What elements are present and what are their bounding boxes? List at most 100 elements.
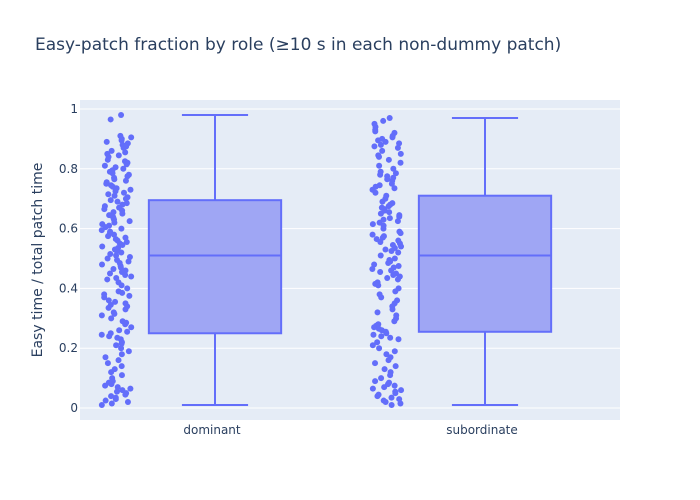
data-point [122, 306, 129, 313]
data-point [394, 218, 401, 225]
data-point [98, 312, 105, 319]
data-point [386, 209, 393, 216]
data-point [388, 180, 395, 187]
data-point [123, 239, 130, 246]
data-point [103, 138, 110, 145]
data-point [369, 342, 376, 349]
y-axis-title: Easy time / total patch time [30, 163, 46, 358]
data-point [108, 369, 115, 376]
data-point [117, 264, 124, 271]
data-point [377, 210, 384, 217]
data-point [390, 271, 397, 278]
data-point [125, 348, 132, 355]
y-tick-labels: 0 0.2 0.4 0.6 0.8 1 [59, 102, 78, 415]
data-point [124, 399, 131, 406]
data-point [111, 192, 118, 199]
data-point [379, 147, 386, 154]
data-point [385, 203, 392, 210]
data-point [98, 227, 105, 234]
data-point [376, 153, 383, 160]
data-point [113, 252, 120, 259]
data-point [394, 144, 401, 151]
data-point [119, 289, 126, 296]
data-point [381, 366, 388, 373]
data-point [113, 388, 120, 395]
iqr-box [417, 194, 553, 333]
data-point [118, 372, 125, 379]
data-point [376, 345, 383, 352]
data-point [118, 137, 125, 144]
data-point [105, 297, 112, 304]
data-point [382, 138, 389, 145]
data-point [397, 400, 404, 407]
data-point [388, 267, 395, 274]
data-point [107, 251, 114, 258]
boxes [147, 113, 553, 407]
y-tick-label: 0.6 [59, 222, 78, 236]
data-point [126, 218, 133, 225]
data-point [378, 375, 385, 382]
data-point [372, 360, 379, 367]
data-point [108, 393, 115, 400]
data-point [388, 248, 395, 255]
data-point [107, 116, 114, 123]
data-point [386, 215, 393, 222]
y-tick-label: 0.8 [59, 162, 78, 176]
data-point [98, 331, 105, 338]
data-point [376, 162, 383, 169]
data-point [387, 372, 394, 379]
data-point [396, 140, 403, 147]
data-point [108, 400, 115, 407]
data-point [391, 255, 398, 262]
data-point [382, 399, 389, 406]
data-point [115, 152, 122, 159]
data-point [114, 198, 121, 205]
data-point [385, 357, 392, 364]
data-point [390, 165, 397, 172]
data-point [98, 402, 105, 409]
data-point [122, 149, 129, 156]
data-point [125, 258, 132, 265]
data-point [114, 384, 121, 391]
data-point [392, 390, 399, 397]
data-point [391, 185, 398, 192]
data-point [113, 342, 120, 349]
data-point [372, 128, 379, 135]
data-point [113, 274, 120, 281]
data-point [108, 315, 115, 322]
data-point [112, 188, 119, 195]
data-point [378, 333, 385, 340]
data-point [120, 165, 127, 172]
data-point [392, 363, 399, 370]
data-point [371, 261, 378, 268]
box-dominant [147, 113, 283, 407]
data-point [122, 195, 129, 202]
data-point [371, 324, 378, 331]
data-point [385, 259, 392, 266]
data-point [112, 298, 119, 305]
data-point [397, 230, 404, 237]
iqr-box [147, 199, 283, 335]
data-point [118, 340, 125, 347]
x-tick-labels: dominant subordinate [183, 423, 517, 437]
data-point [391, 348, 398, 355]
data-point [110, 209, 117, 216]
data-point [382, 246, 389, 253]
data-point [124, 285, 131, 292]
data-point [123, 161, 130, 168]
data-point [379, 234, 386, 241]
data-point [128, 134, 135, 141]
data-point [398, 387, 405, 394]
data-point [388, 402, 395, 409]
y-tick-label: 0.4 [59, 281, 78, 295]
data-point [395, 262, 402, 269]
data-point [126, 292, 133, 299]
data-point [380, 225, 387, 232]
data-point [99, 261, 106, 268]
data-point [392, 170, 399, 177]
data-point [108, 147, 115, 154]
data-point [398, 243, 405, 250]
x-tick-label: subordinate [446, 423, 518, 437]
data-point [395, 336, 402, 343]
data-point [104, 276, 111, 283]
